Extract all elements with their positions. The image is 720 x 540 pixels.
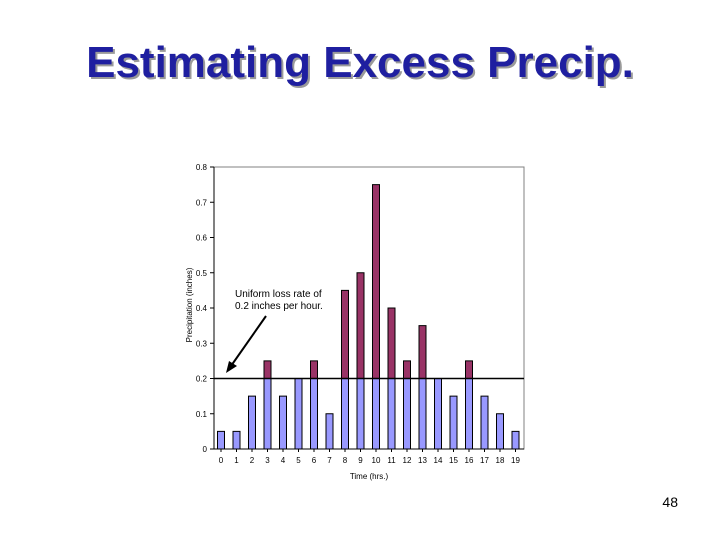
excess-bar: [263, 360, 272, 379]
loss-bar: [496, 413, 504, 450]
excess-bar: [356, 272, 365, 379]
annotation-text: Uniform loss rate of 0.2 inches per hour…: [235, 289, 324, 312]
slide-title: Estimating Excess Precip.: [86, 38, 634, 87]
x-tick-label: 15: [449, 456, 458, 465]
excess-bar: [372, 184, 380, 379]
y-tick-label: 0.7: [196, 198, 208, 207]
page-number: 48: [662, 494, 678, 510]
loss-bar: [387, 378, 396, 450]
loss-bar: [341, 378, 349, 450]
y-tick-label: 0.8: [196, 163, 208, 172]
excess-bar: [465, 360, 473, 379]
loss-bar: [449, 395, 458, 450]
x-tick-label: 3: [265, 456, 270, 465]
annotation-arrowhead: [226, 361, 237, 373]
x-tick-label: 10: [372, 456, 381, 465]
y-tick-label: 0.5: [196, 269, 208, 278]
x-tick-label: 5: [296, 456, 301, 465]
loss-bar: [372, 378, 380, 450]
loss-bar: [418, 378, 427, 450]
x-tick-label: 6: [312, 456, 317, 465]
x-tick-label: 2: [250, 456, 255, 465]
x-tick-label: 16: [465, 456, 474, 465]
loss-bar: [356, 378, 365, 450]
excess-bar: [418, 325, 427, 379]
loss-bar: [325, 413, 334, 450]
x-tick-label: 4: [281, 456, 286, 465]
x-tick-label: 19: [511, 456, 520, 465]
loss-bar: [217, 430, 225, 450]
y-tick-label: 0.6: [196, 234, 208, 243]
loss-bar: [403, 378, 411, 450]
loss-bar: [310, 378, 318, 450]
loss-bar: [279, 395, 287, 450]
annotation-arrow: [230, 315, 267, 367]
excess-bar: [387, 307, 396, 379]
x-tick-label: 18: [496, 456, 505, 465]
x-tick-label: 8: [343, 456, 348, 465]
loss-bar: [294, 378, 303, 450]
x-tick-label: 7: [327, 456, 332, 465]
y-tick-label: 0.4: [196, 304, 208, 313]
y-tick-label: 0.1: [196, 410, 208, 419]
loss-bar: [465, 378, 473, 450]
x-tick-label: 17: [480, 456, 489, 465]
x-tick-label: 11: [387, 456, 396, 465]
y-axis-label: Precipitation (inches): [185, 267, 194, 342]
x-tick-label: 1: [234, 456, 239, 465]
x-ticks: 0 1 2 3 4 5 6 7 8 9 10 11 12 13 14 15 16 17 18 19: [219, 449, 520, 465]
excess-bar: [310, 360, 318, 379]
x-axis-label: Time (hrs.): [350, 472, 389, 481]
loss-bar: [480, 395, 489, 450]
excess-bar: [403, 360, 411, 379]
y-tick-label: 0.2: [196, 375, 208, 384]
excess-bar: [341, 289, 349, 379]
loss-bar: [248, 395, 256, 450]
loss-bar: [232, 430, 241, 450]
loss-bar: [263, 378, 272, 450]
annotation-line-2: 0.2 inches per hour.: [235, 301, 323, 312]
annotation-line-1: Uniform loss rate of: [235, 289, 322, 300]
loss-bar: [434, 378, 442, 450]
loss-bar: [511, 430, 520, 450]
x-tick-label: 13: [418, 456, 427, 465]
x-tick-label: 9: [358, 456, 363, 465]
y-tick-label: 0: [203, 445, 208, 454]
x-tick-label: 0: [219, 456, 224, 465]
x-tick-label: 12: [403, 456, 412, 465]
x-tick-label: 14: [434, 456, 443, 465]
y-ticks: 0 0.1 0.2 0.3 0.4 0.5 0.6 0.7 0.8: [196, 163, 214, 454]
y-tick-label: 0.3: [196, 339, 208, 348]
